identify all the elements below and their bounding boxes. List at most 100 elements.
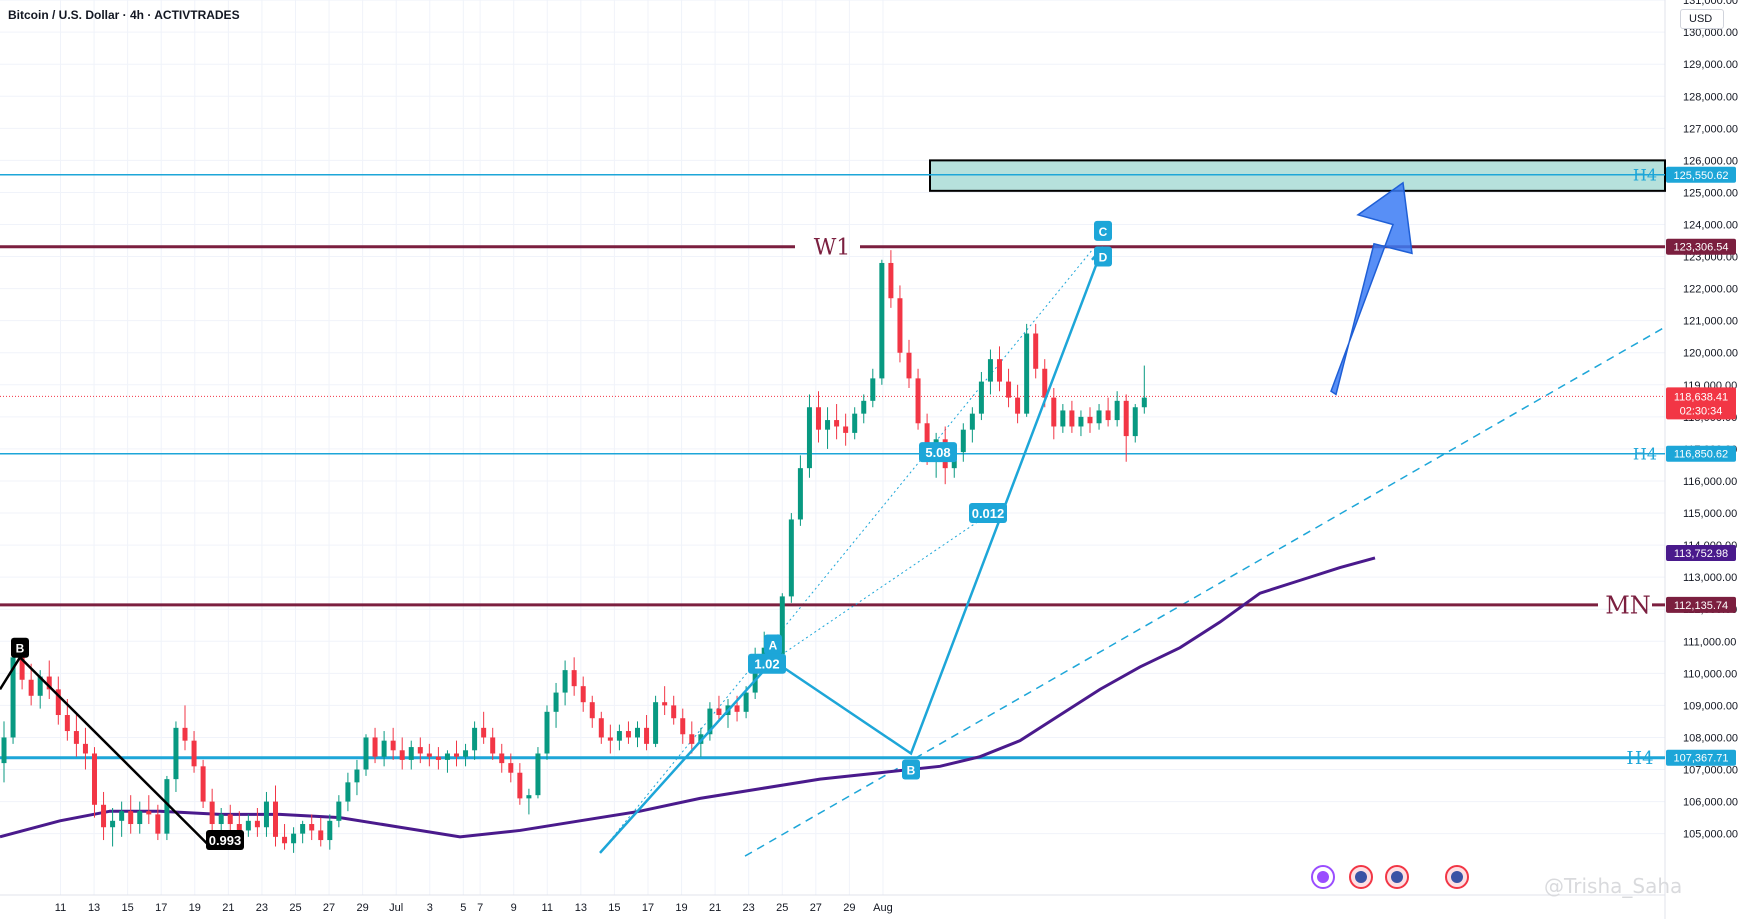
price-tick-label: 128,000.00 bbox=[1683, 91, 1738, 103]
candle-body bbox=[1105, 410, 1111, 421]
price-tick-label: 120,000.00 bbox=[1683, 348, 1738, 360]
price-tick-label: 124,000.00 bbox=[1683, 220, 1738, 232]
candle-body bbox=[363, 737, 369, 770]
pattern-point-label: B bbox=[907, 764, 916, 778]
candle-body bbox=[816, 407, 821, 430]
price-tick-label: 121,000.00 bbox=[1683, 316, 1738, 328]
pattern-point-badge bbox=[902, 759, 920, 780]
price-tick-label: 113,000.00 bbox=[1683, 572, 1737, 584]
candle-body bbox=[852, 413, 858, 433]
level-price-tag bbox=[1666, 166, 1736, 183]
ratio-badge bbox=[969, 503, 1007, 524]
event-icon bbox=[1349, 865, 1373, 889]
candle-body bbox=[508, 763, 514, 773]
candle-body bbox=[1042, 368, 1048, 398]
time-tick-label: 15 bbox=[608, 902, 620, 914]
candle-body bbox=[73, 731, 79, 744]
pattern-point-label: C bbox=[1099, 225, 1108, 239]
candle-body bbox=[481, 727, 487, 738]
projection-arrow bbox=[1330, 181, 1413, 396]
candle-body bbox=[861, 400, 867, 414]
pattern-point-badge bbox=[1094, 220, 1112, 241]
candle-body bbox=[897, 298, 903, 353]
candle-body bbox=[906, 352, 912, 379]
time-tick-label: 25 bbox=[289, 902, 301, 914]
candle-body bbox=[653, 702, 659, 744]
time-tick-label: 9 bbox=[511, 902, 517, 914]
candle-body bbox=[236, 824, 242, 831]
candle-body bbox=[825, 420, 831, 430]
time-tick-label: 15 bbox=[122, 902, 134, 914]
candle-body bbox=[843, 426, 849, 433]
candle-body bbox=[788, 519, 794, 597]
level-price-label: 112,135.74 bbox=[1674, 600, 1728, 612]
price-tick-label: 130,000.00 bbox=[1683, 27, 1738, 39]
candle-body bbox=[336, 801, 342, 821]
candle-body bbox=[716, 708, 722, 716]
candle-body bbox=[10, 657, 16, 738]
candle-body bbox=[1024, 333, 1030, 414]
time-tick-label: 17 bbox=[642, 902, 654, 914]
dashed-trendline bbox=[744, 326, 1666, 857]
candle-body bbox=[92, 753, 97, 805]
candle-body bbox=[490, 737, 496, 754]
event-icon-core bbox=[1451, 871, 1463, 883]
candle-body bbox=[544, 711, 550, 754]
candle-body bbox=[55, 689, 61, 716]
time-tick-label: 21 bbox=[709, 902, 721, 914]
candle-body bbox=[28, 679, 34, 696]
candle-body bbox=[454, 753, 459, 757]
time-tick-label: 29 bbox=[843, 902, 855, 914]
price-tick-label: 115,000.00 bbox=[1683, 508, 1737, 520]
price-tick-label: 126,000.00 bbox=[1683, 155, 1738, 167]
time-tick-label: 17 bbox=[155, 902, 167, 914]
current-price-tag bbox=[1666, 387, 1736, 420]
ratio-badge bbox=[748, 653, 786, 674]
candle-body bbox=[254, 820, 260, 828]
candle-body bbox=[263, 801, 269, 828]
pattern-point-label: A bbox=[769, 638, 778, 652]
candle-body bbox=[164, 779, 170, 834]
price-tick-label: 106,000.00 bbox=[1683, 797, 1738, 809]
candle-body bbox=[146, 811, 152, 815]
candle-body bbox=[571, 670, 577, 687]
price-tick-label: 129,000.00 bbox=[1683, 59, 1738, 71]
candle-body bbox=[969, 413, 975, 430]
time-tick-label: 27 bbox=[810, 902, 822, 914]
candle-body bbox=[399, 750, 405, 760]
time-tick-label: 27 bbox=[323, 902, 335, 914]
candle-body bbox=[526, 795, 532, 799]
dotted-trendline bbox=[599, 249, 1093, 854]
event-icon-core bbox=[1355, 871, 1367, 883]
candle-body bbox=[580, 686, 586, 703]
candle-body bbox=[707, 708, 713, 735]
pattern-dotted-diagonal bbox=[772, 506, 1001, 661]
candle-body bbox=[644, 727, 650, 744]
candle-body bbox=[616, 731, 622, 741]
candle-body bbox=[915, 378, 921, 424]
candle-body bbox=[82, 743, 88, 754]
candle-body bbox=[779, 596, 785, 655]
candle-body bbox=[589, 702, 595, 719]
price-tick-label: 125,000.00 bbox=[1683, 187, 1738, 199]
candle-body bbox=[1015, 397, 1021, 414]
pattern-point-label: B bbox=[16, 642, 25, 656]
price-tick-label: 111,000.00 bbox=[1683, 636, 1736, 648]
candle-body bbox=[19, 657, 25, 680]
candle-body bbox=[671, 705, 677, 719]
candle-body bbox=[345, 782, 351, 802]
candle-body bbox=[128, 811, 134, 825]
candle-body bbox=[987, 359, 993, 382]
candle-body bbox=[562, 670, 568, 693]
candle-body bbox=[535, 753, 541, 796]
candle-body bbox=[46, 676, 52, 690]
currency-selector[interactable]: USD bbox=[1680, 9, 1724, 29]
price-tick-label: 127,000.00 bbox=[1683, 123, 1738, 135]
chart-title: Bitcoin / U.S. Dollar · 4h · ACTIVTRADES bbox=[8, 8, 240, 22]
time-tick-label: Jul bbox=[389, 902, 403, 914]
level-price-label: 116,850.62 bbox=[1674, 449, 1728, 461]
price-tick-label: 110,000.00 bbox=[1683, 668, 1737, 680]
candle-body bbox=[101, 804, 107, 828]
candle-body bbox=[37, 676, 43, 696]
